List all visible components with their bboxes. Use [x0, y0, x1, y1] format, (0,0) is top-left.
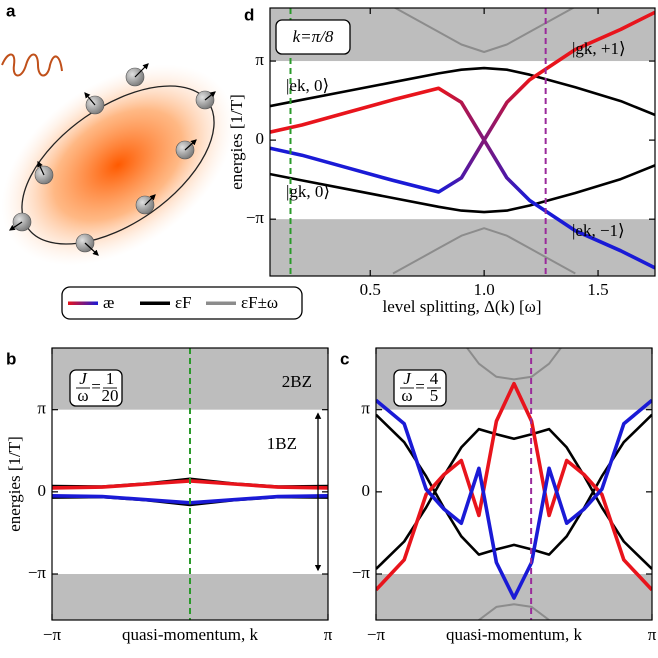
- annotation: |ek, 0⟩: [286, 76, 329, 95]
- ratio-num: J: [79, 369, 88, 388]
- cloud: [1, 64, 235, 266]
- series-line: [270, 86, 655, 270]
- ratio-box: [69, 369, 123, 407]
- ratio-den: ω: [77, 386, 88, 405]
- x-tick-label: π: [324, 625, 333, 644]
- spins: [9, 63, 216, 256]
- legend-swatch: [206, 301, 236, 305]
- axes-frame: [375, 347, 653, 621]
- series-line: [270, 164, 655, 214]
- x-tick-label: 1.5: [587, 280, 608, 299]
- series-line: [392, 227, 576, 275]
- box-label: k=π/8: [293, 27, 334, 46]
- series-line: [270, 10, 655, 194]
- series-line: [270, 66, 655, 117]
- y-tick-label: −π: [352, 563, 371, 582]
- series-line: [376, 398, 652, 600]
- y-axis-label: energies [1/T]: [5, 436, 24, 532]
- y-tick-label: π: [361, 399, 370, 418]
- x-axis-label: quasi-momentum, k: [446, 625, 582, 644]
- x-tick-label: −π: [367, 625, 386, 644]
- y-tick-label: −π: [28, 563, 47, 582]
- y-tick-label: 0: [362, 481, 371, 500]
- x-axis-label: quasi-momentum, k: [122, 625, 258, 644]
- y-tick-label: π: [255, 50, 264, 69]
- legend-swatch: [68, 301, 98, 305]
- panel-label: c: [340, 349, 349, 368]
- legend-frame: [61, 286, 303, 320]
- x-tick-label: π: [648, 625, 657, 644]
- panel-label: a: [6, 1, 16, 20]
- legend: æ εF εF±ω: [61, 286, 303, 320]
- y-axis-label: energies [1/T]: [227, 94, 246, 190]
- x-tick-label: 0.5: [360, 280, 381, 299]
- legend-label: εF: [175, 293, 192, 312]
- y-tick-label: π: [37, 399, 46, 418]
- panel-label: d: [244, 5, 254, 24]
- shade-band: [270, 219, 655, 276]
- annotation: |ek, −1⟩: [572, 221, 625, 240]
- illustration: a: [1, 1, 235, 266]
- legend-swatch: [140, 301, 170, 305]
- x-tick-label: −π: [43, 625, 62, 644]
- ratio-rhs-den: 5: [430, 386, 439, 405]
- series-line: [477, 603, 551, 620]
- ratio-num: J: [403, 369, 412, 388]
- legend-label: εF±ω: [241, 293, 278, 312]
- series-line: [393, 8, 576, 53]
- ratio-rhs-num: 1: [106, 369, 115, 388]
- y-tick-label: −π: [246, 208, 265, 227]
- y-tick-label: 0: [256, 129, 265, 148]
- annotation: |gk, 0⟩: [286, 182, 330, 201]
- ratio-rhs-num: 4: [430, 369, 439, 388]
- axes-frame: [269, 7, 656, 277]
- legend-label: æ: [103, 293, 114, 312]
- ratio-den: ω: [401, 386, 412, 405]
- annotation: 2BZ: [282, 372, 312, 391]
- axes-frame: [51, 347, 329, 621]
- panel-label: b: [6, 349, 16, 368]
- series-line: [465, 348, 563, 381]
- series-line: [376, 381, 652, 592]
- ratio-eq: =: [91, 377, 101, 396]
- x-tick-label: 1.0: [474, 280, 495, 299]
- x-axis-label: level splitting, Δ(k) [ω]: [382, 297, 541, 316]
- annotation: |gk, +1⟩: [572, 39, 626, 58]
- ratio-rhs-den: 20: [102, 386, 119, 405]
- annotation: 1BZ: [267, 434, 297, 453]
- photon: [1, 53, 63, 77]
- ratio-eq: =: [415, 377, 425, 396]
- ratio-box: [393, 369, 447, 407]
- y-tick-label: 0: [38, 481, 47, 500]
- label-box: [275, 19, 351, 55]
